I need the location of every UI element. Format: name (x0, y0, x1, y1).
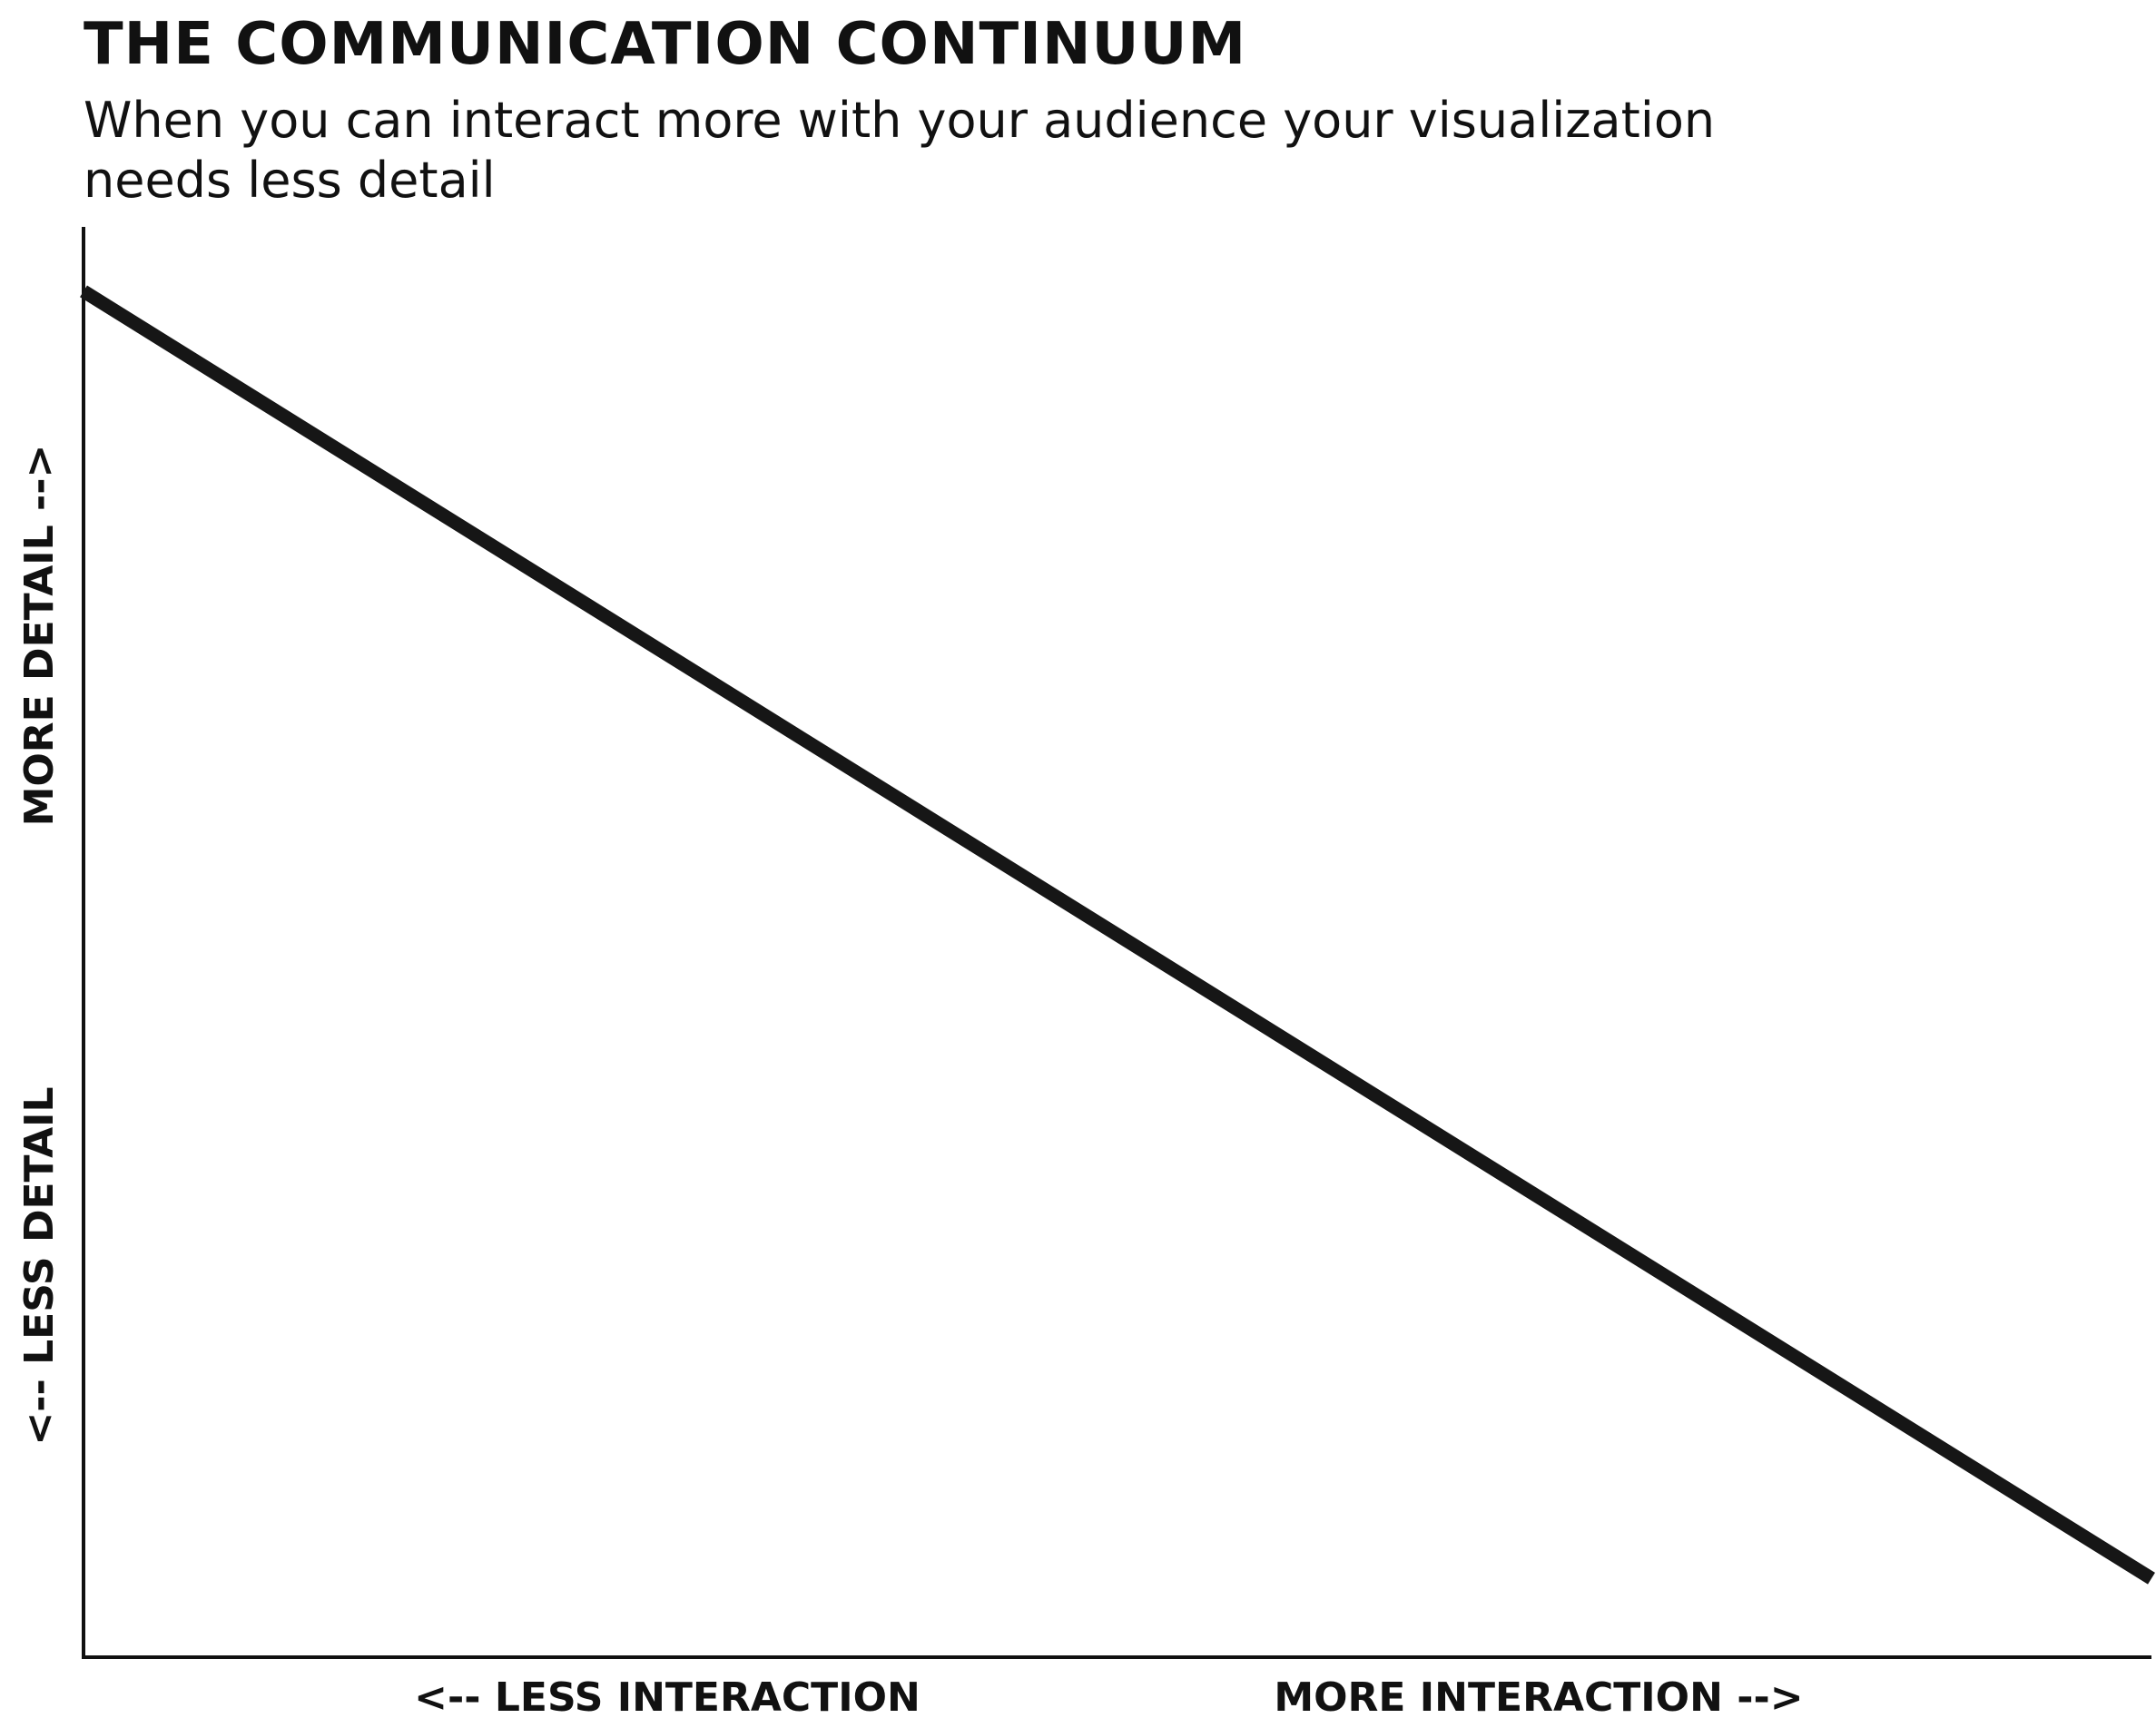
x-axis-label-more-interaction: MORE INTERACTION --> (1274, 1674, 1803, 1721)
y-axis-label-more-detail: MORE DETAIL --> (16, 445, 63, 827)
chart-title: THE COMMUNICATION CONTINUUM (84, 11, 1247, 78)
y-axis-label-less-detail: <-- LESS DETAIL (16, 1086, 63, 1445)
chart-subtitle: When you can interact more with your aud… (84, 92, 1716, 209)
series-layer (80, 285, 2155, 1585)
x-axis-label-less-interaction: <-- LESS INTERACTION (414, 1674, 920, 1721)
series-line-1 (80, 285, 2155, 1585)
